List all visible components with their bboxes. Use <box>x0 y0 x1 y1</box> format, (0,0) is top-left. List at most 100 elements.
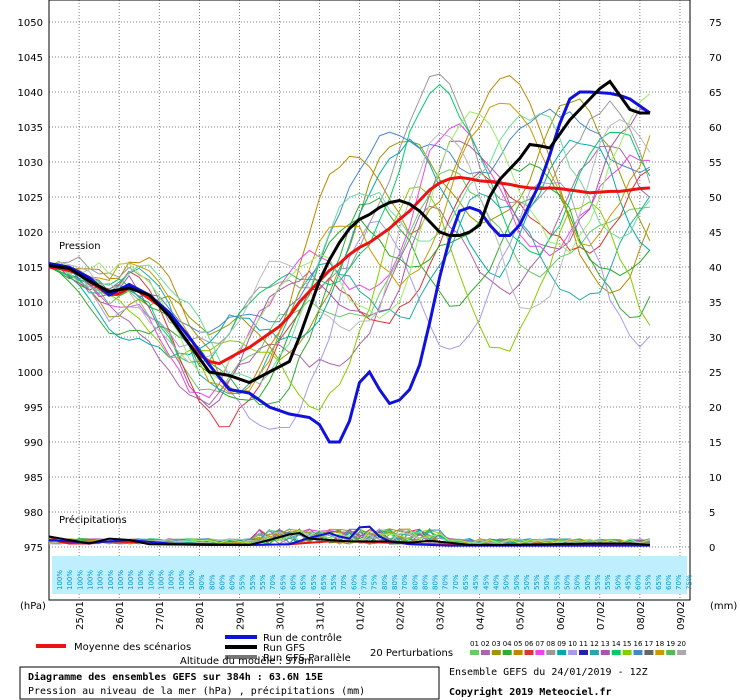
perturbation-swatch <box>611 650 621 655</box>
x-date-label: 04/02 <box>476 601 487 630</box>
perturbation-swatch <box>677 650 687 655</box>
perturbation-swatch <box>470 650 479 655</box>
perturbation-number: 20 <box>677 640 686 648</box>
humidity-value: 75% <box>371 574 379 590</box>
humidity-value: 40% <box>492 574 500 590</box>
humidity-value: 65% <box>462 574 470 590</box>
perturbation-swatch <box>480 650 490 655</box>
y-left-tick: 1020 <box>18 228 43 239</box>
y-right-tick: 0 <box>709 543 715 554</box>
perturbation-number: 14 <box>612 640 621 648</box>
humidity-value: 70% <box>675 574 683 590</box>
x-date-label: 06/02 <box>556 601 567 630</box>
humidity-value: 65% <box>279 574 287 590</box>
y-right-tick: 40 <box>709 263 722 274</box>
perturbation-line <box>48 181 651 430</box>
perturbation-swatch <box>491 650 501 655</box>
legend-perturbations-label: 20 Perturbations <box>370 648 453 659</box>
humidity-value: 100% <box>66 570 74 590</box>
humidity-value: 50% <box>543 574 551 590</box>
perturbation-number: 07 <box>535 640 544 648</box>
precip-perturbation-line <box>48 528 650 545</box>
perturbation-number: 18 <box>655 640 664 648</box>
perturbation-number: 13 <box>601 640 610 648</box>
perturbation-number: 01 <box>470 640 479 648</box>
y-left-tick: 1045 <box>18 53 43 64</box>
y-right-tick: 10 <box>709 473 722 484</box>
y-axis-right: 0 5 10 15 20 25 30 35 40 45 50 55 60 65 70 75 <box>709 18 722 554</box>
y-left-tick: 1035 <box>18 123 43 134</box>
perturbation-number: 19 <box>666 640 675 648</box>
y-right-tick: 65 <box>709 88 722 99</box>
x-date-label: 26/01 <box>115 601 126 630</box>
perturbation-line <box>48 169 650 393</box>
humidity-value: 45% <box>624 574 632 590</box>
x-date-label: 07/02 <box>596 601 607 630</box>
y-right-tick: 30 <box>709 333 722 344</box>
y-axis-left: 975 980 985 990 995 1000 1005 1010 1015 1020 1025 1… <box>18 18 43 554</box>
humidity-value: 65% <box>320 574 328 590</box>
humidity-value: 100% <box>188 570 196 590</box>
perturbation-number: 09 <box>557 640 566 648</box>
y-left-tick: 995 <box>24 403 43 414</box>
humidity-value: 80% <box>391 574 399 590</box>
humidity-value: 70% <box>269 574 277 590</box>
footer-subtitle: Pression au niveau de la mer (hPa) , pré… <box>28 685 365 697</box>
x-date-label: 08/02 <box>636 601 647 630</box>
perturbation-swatch <box>557 650 567 655</box>
x-date-label: 05/02 <box>516 601 527 630</box>
y-left-tick: 980 <box>24 508 43 519</box>
perturbation-number: 17 <box>644 640 653 648</box>
x-date-label: 25/01 <box>75 601 86 630</box>
humidity-value: 100% <box>97 570 105 590</box>
perturbation-swatch <box>633 650 643 655</box>
y-left-tick: 1005 <box>18 333 43 344</box>
run-info: Ensemble GEFS du 24/01/2019 - 12Z <box>449 667 648 678</box>
perturbation-line <box>48 83 651 364</box>
humidity-value: 80% <box>421 574 429 590</box>
y-left-tick: 1010 <box>18 298 43 309</box>
perturbation-swatch <box>546 650 556 655</box>
y-left-tick: 990 <box>24 438 43 449</box>
perturbation-swatch <box>644 650 654 655</box>
x-date-label: 01/02 <box>355 601 366 630</box>
footer-box <box>19 666 440 700</box>
perturbation-number: 05 <box>514 640 523 648</box>
humidity-value: 100% <box>117 570 125 590</box>
y-right-tick: 55 <box>709 158 722 169</box>
y-left-tick: 1050 <box>18 18 43 29</box>
y-right-tick: 70 <box>709 53 722 64</box>
perturbation-line <box>49 168 651 428</box>
humidity-value: 100% <box>147 570 155 590</box>
x-date-label: 03/02 <box>436 601 447 630</box>
perturbation-swatch <box>600 650 610 655</box>
humidity-value: 60% <box>635 574 643 590</box>
humidity-value: 55% <box>645 574 653 590</box>
humidity-value: 50% <box>574 574 582 590</box>
x-date-label: 28/01 <box>195 601 206 630</box>
legend-gfs-label: Run GFS <box>263 643 305 654</box>
perturbation-swatch <box>513 650 523 655</box>
humidity-value: 65% <box>655 574 663 590</box>
perturbation-number: 12 <box>590 640 599 648</box>
perturbation-number: 02 <box>481 640 490 648</box>
humidity-value: 100% <box>56 570 64 590</box>
y-left-tick: 975 <box>24 543 43 554</box>
humidity-value: 100% <box>86 570 94 590</box>
perturbation-number: 15 <box>623 640 632 648</box>
perturbation-number: 04 <box>503 640 512 648</box>
humidity-value: 55% <box>604 574 612 590</box>
x-axis-dates: 25/01 26/01 27/01 28/01 29/01 30/01 31/01 01/02… <box>75 601 687 630</box>
x-date-label: 31/01 <box>315 601 326 630</box>
humidity-value: 55% <box>594 574 602 590</box>
humidity-band <box>52 556 687 594</box>
humidity-value: 55% <box>249 574 257 590</box>
humidity-value: 60% <box>350 574 358 590</box>
y-right-tick: 20 <box>709 403 722 414</box>
perturbation-swatch <box>655 650 665 655</box>
perturbation-swatch <box>589 650 599 655</box>
series-line <box>48 175 651 366</box>
humidity-value: 45% <box>472 574 480 590</box>
y-left-tick: 985 <box>24 473 43 484</box>
humidity-value: 80% <box>208 574 216 590</box>
